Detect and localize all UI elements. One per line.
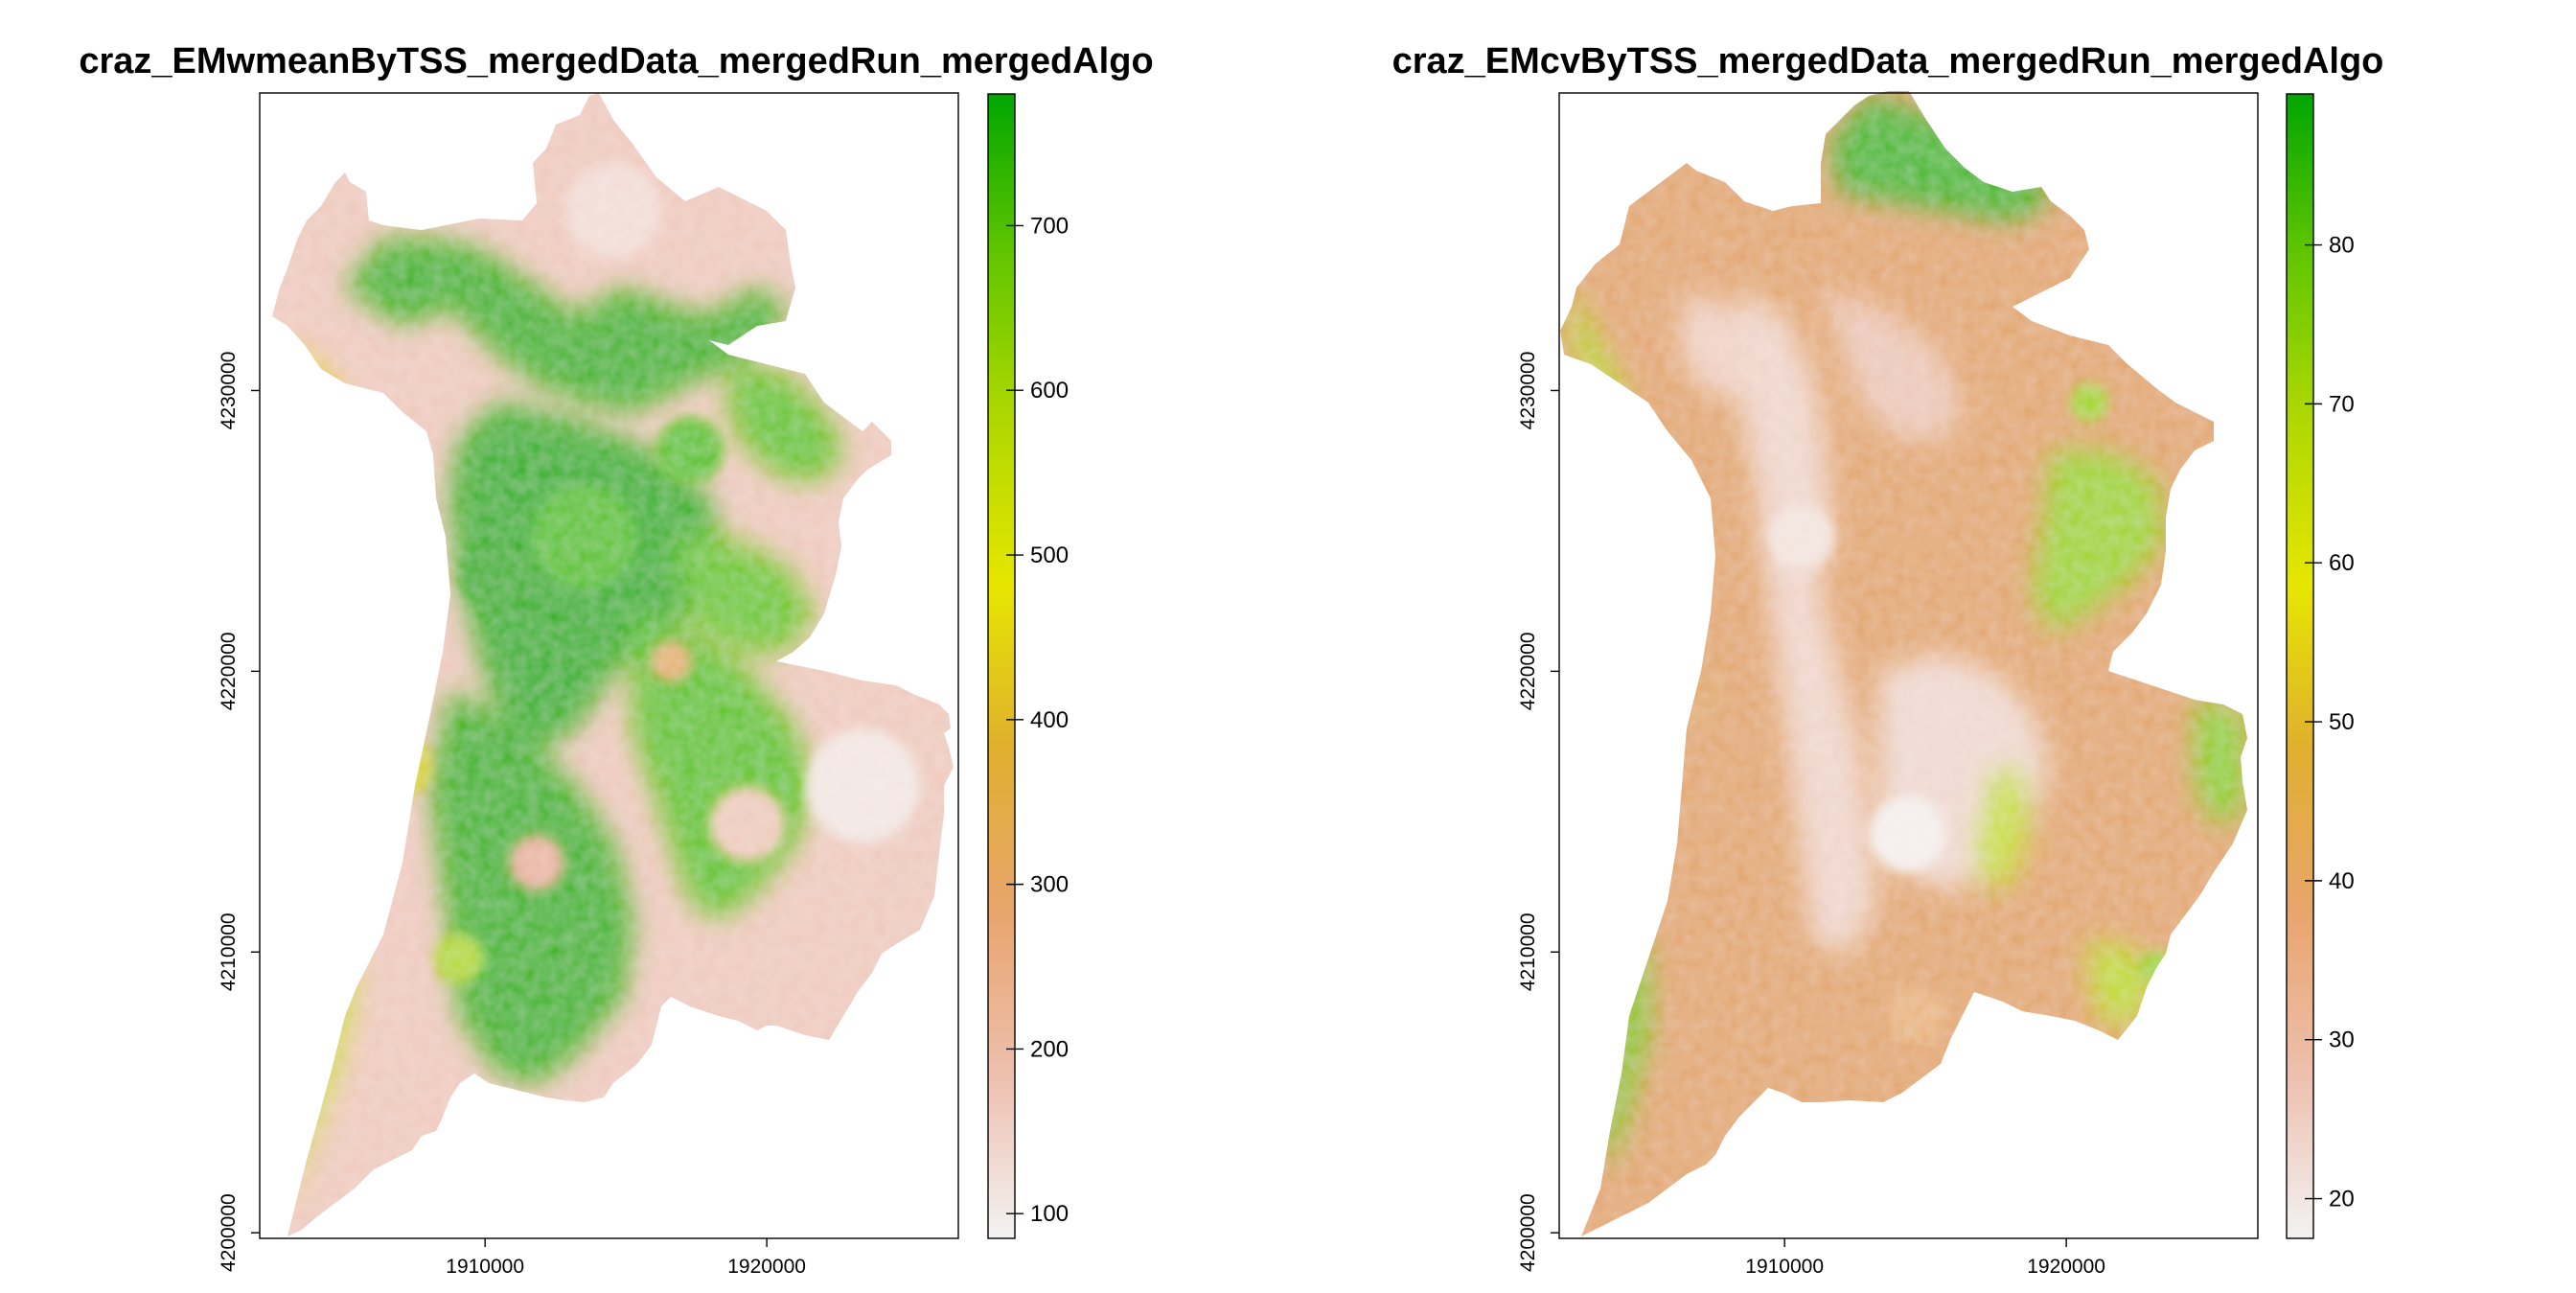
colorbar-tick-label-left-6: 700 [1030, 213, 1069, 239]
x-tick-label-right-1: 1920000 [2027, 1256, 2105, 1278]
y-tick-label-left-2: 4220000 [218, 632, 240, 710]
colorbar-tick-label-right-6: 80 [2329, 233, 2355, 259]
plot-frame-left [259, 92, 959, 1239]
chart-title-left: craz_EMwmeanByTSS_mergedData_mergedRun_m… [79, 41, 1153, 81]
y-tick-label-left-3: 4230000 [218, 352, 240, 430]
colorbar-frame-left [987, 93, 1016, 1239]
y-tick-label-right-3: 4230000 [1517, 352, 1539, 430]
x-tick-label-left-1: 1920000 [727, 1256, 806, 1278]
colorbar-tick-label-right-3: 50 [2329, 709, 2355, 735]
colorbar-tick-label-right-0: 20 [2329, 1187, 2355, 1212]
colorbar-ticks-left: 100 200 300 400 500 600 700 [1006, 213, 1069, 1227]
colorbar-tick-label-left-0: 100 [1030, 1201, 1069, 1227]
raster-map-right [1560, 91, 2247, 1236]
colorbar-left: 100 200 300 400 500 600 700 [987, 93, 1069, 1239]
y-tick-label-right-0: 4200000 [1517, 1193, 1539, 1272]
colorbar-tick-label-left-2: 300 [1030, 872, 1069, 898]
y-tick-label-right-1: 4210000 [1517, 912, 1539, 991]
colorbar-tick-label-left-3: 400 [1030, 707, 1069, 733]
y-tick-label-left-1: 4210000 [218, 912, 240, 991]
x-axis-right: 1910000 1920000 [1745, 1238, 2105, 1278]
colorbar-tick-label-right-2: 40 [2329, 868, 2355, 894]
panel-right: craz_EMcvByTSS_mergedData_mergedRun_merg… [1392, 41, 2384, 1278]
x-axis-left: 1910000 1920000 [446, 1238, 806, 1278]
colorbar-tick-label-right-4: 60 [2329, 550, 2355, 576]
y-axis-left: 4200000 4210000 4220000 4230000 [218, 352, 260, 1272]
colorbar-tick-label-left-4: 500 [1030, 543, 1069, 568]
panel-left: craz_EMwmeanByTSS_mergedData_mergedRun_m… [79, 41, 1153, 1278]
plot-frame-right [1558, 92, 2259, 1239]
colorbar-frame-right [2286, 93, 2314, 1239]
x-tick-label-right-0: 1910000 [1745, 1256, 1824, 1278]
colorbar-ticks-right: 20 30 40 50 60 70 80 [2305, 233, 2355, 1212]
chart-title-right: craz_EMcvByTSS_mergedData_mergedRun_merg… [1392, 41, 2384, 81]
y-axis-right: 4200000 4210000 4220000 4230000 [1517, 352, 1559, 1272]
y-tick-label-left-0: 4200000 [218, 1193, 240, 1272]
colorbar-tick-label-left-5: 600 [1030, 378, 1069, 404]
colorbar-ramp-left [988, 94, 1015, 1238]
colorbar-tick-label-left-1: 200 [1030, 1036, 1069, 1062]
raster-map-left [272, 93, 954, 1236]
colorbar-tick-label-right-5: 70 [2329, 391, 2355, 417]
x-tick-label-left-0: 1910000 [446, 1256, 524, 1278]
colorbar-tick-label-right-1: 30 [2329, 1027, 2355, 1053]
colorbar-right: 20 30 40 50 60 70 80 [2286, 93, 2355, 1239]
y-tick-label-right-2: 4220000 [1517, 632, 1539, 710]
colorbar-ramp-right [2287, 94, 2313, 1238]
